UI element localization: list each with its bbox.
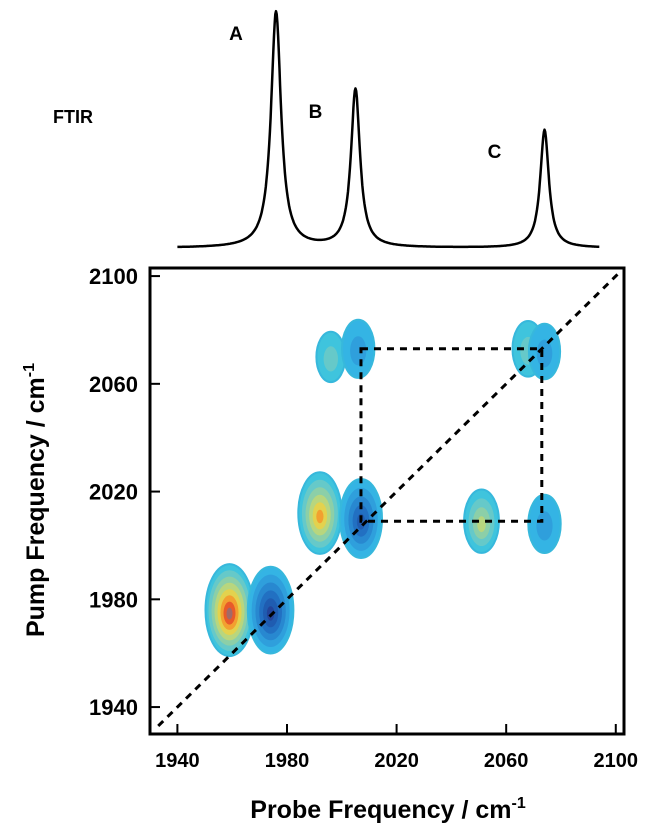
x-tick-label: 1940 [155, 750, 200, 772]
y-tick-label: 2020 [89, 480, 138, 505]
contour-peak-2 [246, 565, 295, 655]
contour-peak-7 [315, 330, 347, 384]
y-tick-label: 2060 [89, 372, 138, 397]
y-tick-label: 1940 [89, 695, 138, 720]
y-tick-label: 2100 [89, 264, 138, 289]
contour-level [477, 516, 486, 533]
contour-level [350, 336, 367, 366]
2d-ir-panel: 1940 1980 2020 2060 2100 1940 1980 2020 2060 210… [21, 264, 638, 824]
contour-peak-8 [341, 318, 376, 379]
contour-peak-10 [527, 322, 562, 381]
ftir-peak-label-a: A [229, 24, 243, 45]
x-tick-label: 2060 [484, 750, 529, 772]
plot-frame [148, 266, 626, 736]
contour-peak-1 [204, 563, 255, 658]
contour-peak-3 [297, 471, 343, 555]
x-tick-label: 1980 [265, 750, 310, 772]
contour-peak-6 [527, 493, 562, 555]
contour-level [226, 607, 233, 620]
ftir-peak-label-c: C [488, 142, 502, 163]
contour-level [536, 339, 553, 368]
contour-level [316, 509, 324, 524]
contour-level [323, 346, 338, 372]
ftir-label: FTIR [53, 107, 93, 127]
x-tick-label: 2020 [374, 750, 419, 772]
diagonal-line [157, 269, 623, 727]
crosspeak-box [359, 347, 544, 523]
ftir-spectrum-line [176, 9, 600, 249]
y-tick-label: 1980 [89, 587, 138, 612]
x-axis-label: Probe Frequency / cm-1 [250, 795, 526, 824]
contour-level [536, 511, 553, 541]
y-axis-label: Pump Frequency / cm-1 [21, 363, 50, 637]
x-tick-label: 2100 [594, 750, 639, 772]
ftir-spectrum-panel: FTIR A B C [53, 9, 600, 249]
ftir-peak-label-b: B [309, 102, 323, 123]
contour-peak-5 [463, 488, 500, 554]
